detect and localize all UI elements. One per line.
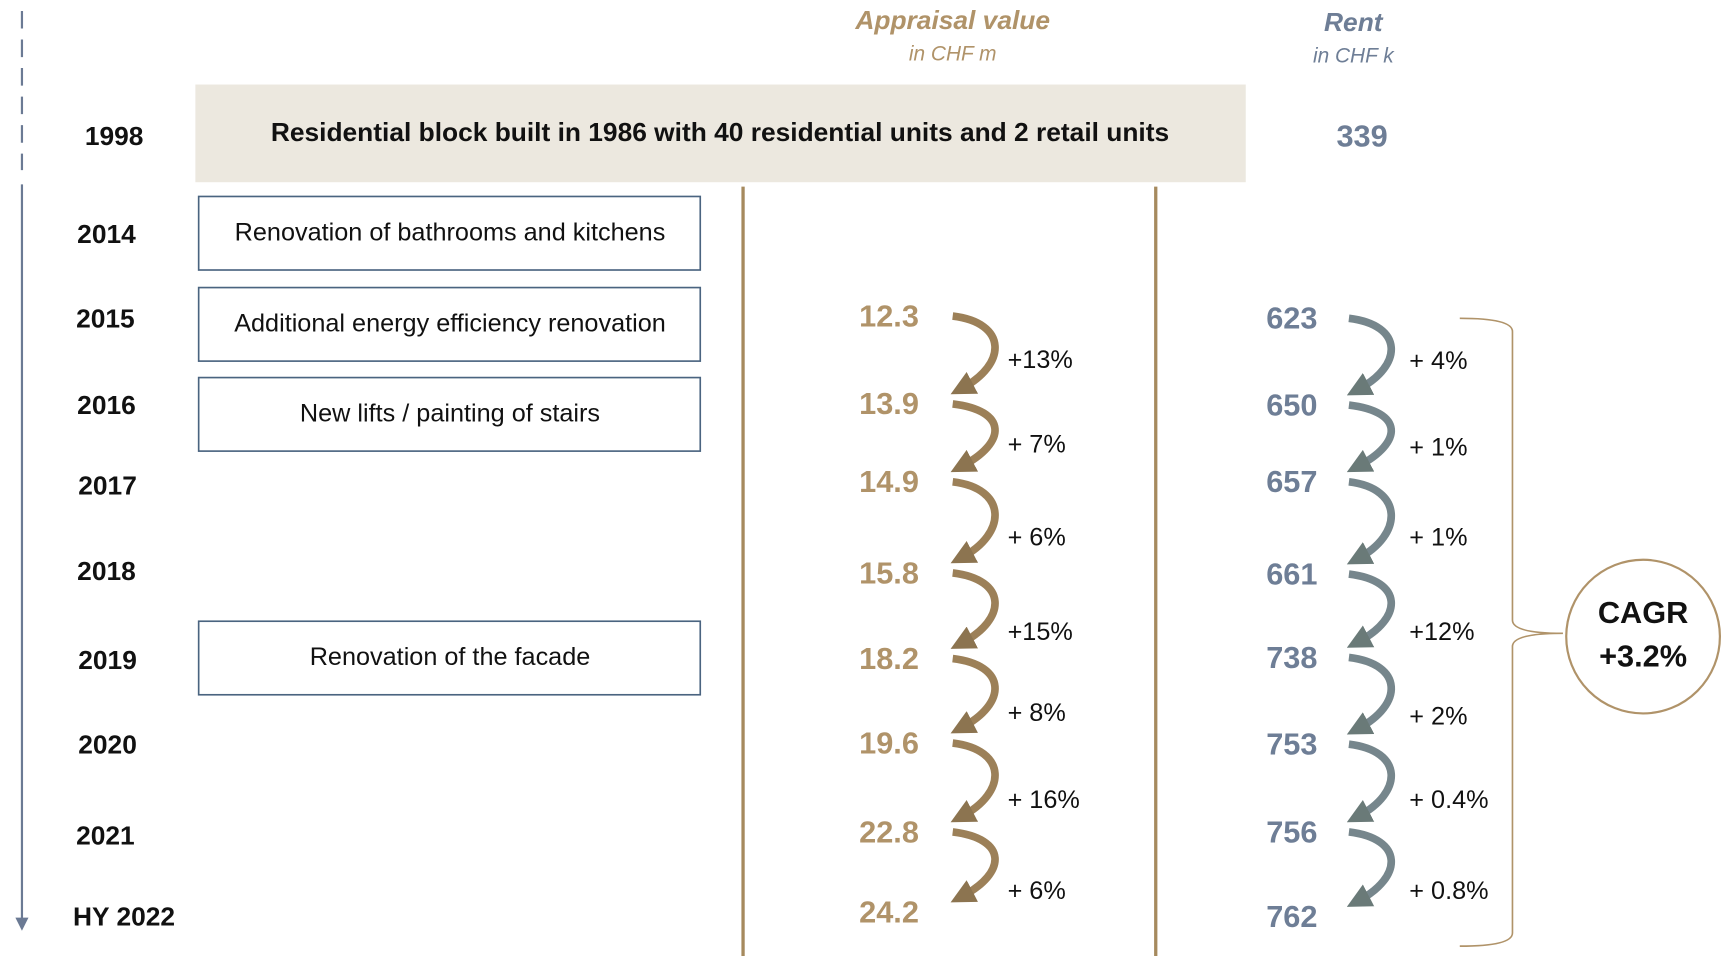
change-arrow — [1346, 740, 1396, 823]
bracket — [1459, 317, 1563, 947]
rent-value: 661 — [1266, 556, 1317, 591]
year: 2017 — [78, 470, 137, 500]
year: 1998 — [85, 121, 144, 151]
change-arrow — [950, 654, 999, 734]
change-arrow — [950, 478, 999, 564]
event-text: Renovation of bathrooms and kitchens — [235, 218, 666, 246]
rent-change: + 0.4% — [1409, 786, 1488, 814]
cagr-value: +3.2% — [1599, 639, 1687, 674]
appraisal-change: +13% — [1008, 346, 1073, 374]
rent-title: Rent — [1324, 7, 1384, 37]
year: 2021 — [76, 820, 135, 850]
appraisal-value: 22.8 — [859, 814, 919, 849]
rent-initial: 339 — [1336, 118, 1387, 153]
rent-change: + 1% — [1409, 524, 1467, 552]
change-arrow — [950, 569, 999, 649]
appraisal-change: +15% — [1008, 618, 1073, 646]
change-arrow — [950, 828, 999, 903]
change-arrow — [1346, 570, 1396, 648]
banner-text: Residential block built in 1986 with 40 … — [271, 117, 1169, 147]
year: 2015 — [76, 303, 135, 333]
event-box — [197, 286, 702, 362]
event-text: New lifts / painting of stairs — [300, 400, 600, 428]
appraisal-value: 13.9 — [859, 386, 919, 421]
rent-change: + 2% — [1409, 702, 1467, 730]
cagr-label: CAGR — [1598, 595, 1688, 630]
rent-unit: in CHF k — [1313, 45, 1395, 68]
rent-change: + 0.8% — [1409, 877, 1488, 905]
event-box — [197, 620, 702, 696]
rent-change: + 4% — [1409, 347, 1467, 375]
year: 2014 — [77, 219, 136, 249]
appraisal-change: + 6% — [1008, 524, 1066, 552]
rent-value: 650 — [1266, 387, 1317, 422]
rent-change: +12% — [1409, 618, 1474, 646]
appraisal-value: 14.9 — [859, 464, 919, 499]
appraisal-change: + 6% — [1008, 877, 1066, 905]
appraisal-value: 19.6 — [859, 725, 919, 760]
appraisal-title: Appraisal value — [854, 5, 1050, 35]
year: 2019 — [78, 645, 137, 675]
change-arrow — [1346, 401, 1396, 473]
rent-value: 657 — [1266, 464, 1317, 499]
rent-value: 623 — [1266, 301, 1317, 336]
appraisal-change: + 8% — [1008, 699, 1066, 727]
banner-box — [195, 84, 1246, 183]
rent-value: 738 — [1266, 640, 1317, 675]
change-arrow — [950, 400, 999, 473]
change-arrow — [1346, 314, 1396, 396]
year: 2016 — [77, 390, 136, 420]
change-arrow — [950, 739, 999, 823]
year: HY 2022 — [73, 902, 175, 932]
appraisal-unit: in CHF m — [909, 42, 997, 65]
cagr-circle — [1565, 558, 1721, 715]
change-arrow — [950, 312, 999, 395]
appraisal-value: 12.3 — [859, 298, 919, 333]
change-arrow — [1346, 828, 1396, 907]
year: 2020 — [78, 729, 137, 759]
rent-value: 753 — [1266, 726, 1317, 761]
rent-value: 756 — [1266, 814, 1317, 849]
change-arrow — [1346, 653, 1396, 735]
appraisal-value: 15.8 — [859, 555, 919, 590]
appraisal-value: 18.2 — [859, 641, 919, 676]
event-text: Renovation of the facade — [310, 643, 591, 671]
rent-change: + 1% — [1409, 434, 1467, 462]
event-text: Additional energy efficiency renovation — [234, 310, 666, 338]
change-arrow — [1346, 478, 1396, 565]
event-box — [197, 195, 702, 271]
appraisal-value: 24.2 — [859, 894, 919, 929]
year: 2018 — [77, 556, 136, 586]
event-box — [197, 376, 702, 452]
rent-value: 762 — [1266, 899, 1317, 934]
appraisal-change: + 16% — [1008, 786, 1080, 814]
appraisal-change: + 7% — [1008, 430, 1066, 458]
